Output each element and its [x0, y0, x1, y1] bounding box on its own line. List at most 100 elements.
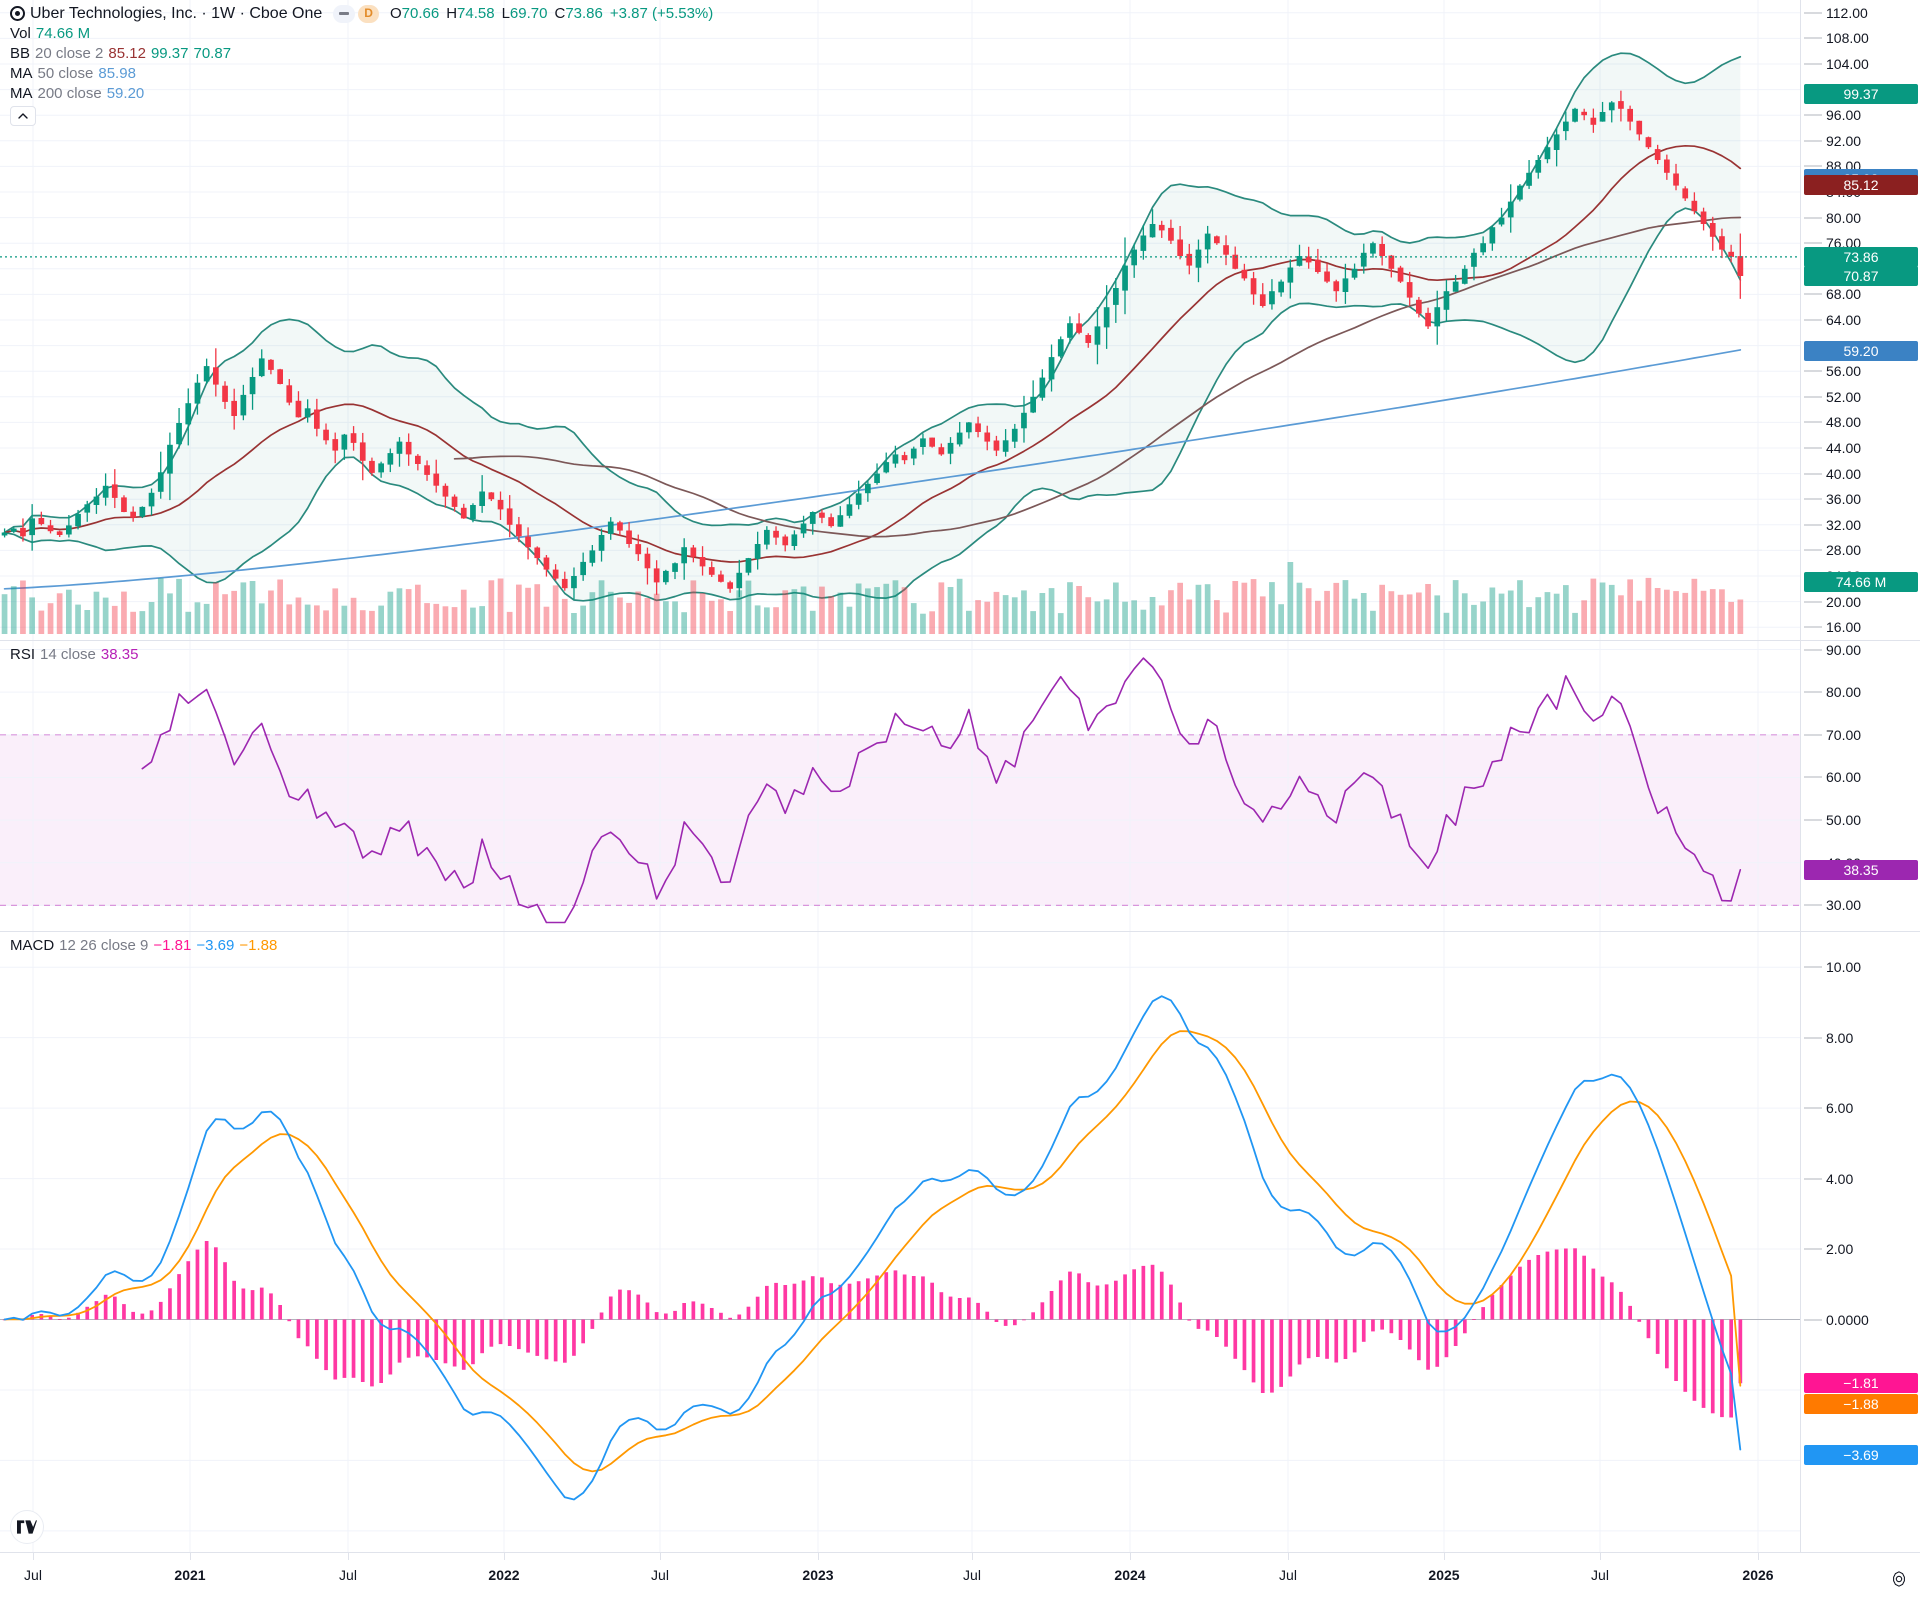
price-axis-badge[interactable]: 59.20	[1804, 340, 1918, 361]
macd-pane[interactable]: 10.00 8.00 6.00 4.00 2.00 0.0000 −1.81 −1.88 −3.…	[0, 932, 1920, 1552]
price-axis-tick-label: 92.00	[1826, 132, 1862, 149]
axis-tick-mark	[1804, 12, 1822, 14]
macd-axis-tick-label: 6.00	[1826, 1100, 1854, 1117]
axis-tick-mark	[1804, 966, 1822, 968]
price-axis-tick-label: 80.00	[1826, 209, 1862, 226]
axis-tick-mark	[1804, 370, 1822, 372]
macd-axis-tick-label: 10.00	[1826, 959, 1862, 976]
gear-icon[interactable]	[1890, 1570, 1908, 1588]
price-axis-tick-label: 40.00	[1826, 465, 1862, 482]
axis-tick-mark	[1804, 691, 1822, 693]
axis-tick-mark	[1804, 217, 1822, 219]
time-axis-label: 2021	[174, 1567, 206, 1583]
macd-axis-badge[interactable]: −1.88	[1804, 1394, 1918, 1415]
time-axis-label: 2022	[488, 1567, 520, 1583]
time-axis-tick	[504, 1553, 505, 1560]
time-axis-tick	[1288, 1553, 1289, 1560]
time-axis-label: Jul	[963, 1567, 981, 1583]
axis-tick-mark	[1804, 140, 1822, 142]
pane-separator-2[interactable]	[0, 931, 1920, 932]
axis-tick-mark	[1804, 601, 1822, 603]
axis-tick-mark	[1804, 242, 1822, 244]
price-axis-tick-label: 32.00	[1826, 516, 1862, 533]
axis-tick-mark	[1804, 421, 1822, 423]
time-axis-tick	[818, 1553, 819, 1560]
rsi-axis-tick-label: 30.00	[1826, 897, 1862, 914]
axis-tick-mark	[1804, 626, 1822, 628]
macd-axis[interactable]: 10.00 8.00 6.00 4.00 2.00 0.0000 −1.81 −1.88 −3.…	[1800, 932, 1920, 1552]
price-axis-tick-label: 16.00	[1826, 619, 1862, 636]
macd-axis-tick-label: 0.0000	[1826, 1311, 1869, 1328]
price-axis-tick-label: 36.00	[1826, 491, 1862, 508]
axis-tick-mark	[1804, 1107, 1822, 1109]
axis-tick-mark	[1804, 524, 1822, 526]
time-axis-label: Jul	[651, 1567, 669, 1583]
axis-tick-mark	[1804, 37, 1822, 39]
price-axis[interactable]: 112.00108.00104.00100.0096.0092.0088.008…	[1800, 0, 1920, 640]
time-axis-label: Jul	[24, 1567, 42, 1583]
tv-logo-glyph	[17, 1520, 37, 1534]
chevron-up-icon	[18, 113, 28, 119]
price-axis-tick-label: 48.00	[1826, 414, 1862, 431]
price-plot-area[interactable]	[0, 0, 1800, 640]
rsi-plot-area[interactable]	[0, 641, 1800, 931]
axis-tick-mark	[1804, 447, 1822, 449]
axis-tick-mark	[1804, 1319, 1822, 1320]
axis-divider	[1800, 932, 1801, 1552]
price-axis-tick-label: 112.00	[1826, 4, 1868, 21]
macd-plot-area[interactable]	[0, 932, 1800, 1552]
macd-axis-tick-label: 8.00	[1826, 1029, 1854, 1046]
time-axis-tick	[1600, 1553, 1601, 1560]
time-axis-tick	[972, 1553, 973, 1560]
axis-tick-mark	[1804, 473, 1822, 475]
price-axis-tick-label: 64.00	[1826, 312, 1862, 328]
axis-tick-mark	[1804, 776, 1822, 778]
rsi-chart-canvas	[0, 641, 1800, 931]
price-axis-badge[interactable]: 85.12	[1804, 174, 1918, 195]
price-axis-badge[interactable]: 70.87	[1804, 266, 1918, 287]
time-axis-label: Jul	[1591, 1567, 1609, 1583]
rsi-axis-tick-label: 80.00	[1826, 684, 1862, 701]
price-axis-tick-label: 52.00	[1826, 388, 1862, 405]
pane-separator-1[interactable]	[0, 640, 1920, 641]
macd-axis-badge[interactable]: −3.69	[1804, 1445, 1918, 1466]
axis-tick-mark	[1804, 319, 1822, 321]
tradingview-logo-icon[interactable]	[10, 1510, 44, 1544]
time-axis[interactable]: Jul 2021 Jul 2022 Jul 2023 Jul 2024 Jul 2025 Jul 20…	[0, 1552, 1920, 1600]
axis-tick-mark	[1804, 649, 1822, 651]
axis-tick-mark	[1804, 498, 1822, 500]
axis-tick-mark	[1804, 1037, 1822, 1039]
price-axis-badge[interactable]: 99.37	[1804, 83, 1918, 104]
axis-tick-mark	[1804, 114, 1822, 116]
legend-collapse-button[interactable]	[10, 106, 36, 126]
axis-tick-mark	[1804, 819, 1822, 821]
price-chart-canvas	[0, 0, 1800, 640]
rsi-axis-tick-label: 70.00	[1826, 726, 1862, 743]
macd-axis-tick-label: 2.00	[1826, 1241, 1854, 1258]
axis-divider	[1800, 0, 1801, 640]
axis-tick-mark	[1804, 293, 1822, 295]
time-axis-tick	[1444, 1553, 1445, 1560]
time-axis-label: Jul	[339, 1567, 357, 1583]
time-axis-tick	[348, 1553, 349, 1560]
time-axis-tick	[33, 1553, 34, 1560]
axis-tick-mark	[1804, 734, 1822, 736]
axis-tick-mark	[1804, 1248, 1822, 1250]
axis-tick-mark	[1804, 904, 1822, 906]
rsi-axis-tick-label: 60.00	[1826, 769, 1862, 786]
time-axis-tick	[660, 1553, 661, 1560]
price-pane[interactable]: 112.00108.00104.00100.0096.0092.0088.008…	[0, 0, 1920, 640]
rsi-pane[interactable]: 90.0080.0070.0060.0050.0040.0030.0038.35…	[0, 641, 1920, 931]
time-axis-label: 2025	[1428, 1567, 1460, 1583]
price-axis-badge[interactable]: 73.86	[1804, 246, 1918, 267]
time-axis-tick	[190, 1553, 191, 1560]
axis-tick-mark	[1804, 165, 1822, 167]
time-axis-label: 2023	[802, 1567, 834, 1583]
axis-tick-mark	[1804, 1178, 1822, 1180]
volume-axis-badge[interactable]: 74.66 M	[1804, 572, 1918, 592]
rsi-axis-tick-label: 90.00	[1826, 641, 1862, 658]
rsi-axis-badge[interactable]: 38.35	[1804, 859, 1918, 880]
macd-axis-badge[interactable]: −1.81	[1804, 1373, 1918, 1394]
time-axis-tick	[1758, 1553, 1759, 1560]
